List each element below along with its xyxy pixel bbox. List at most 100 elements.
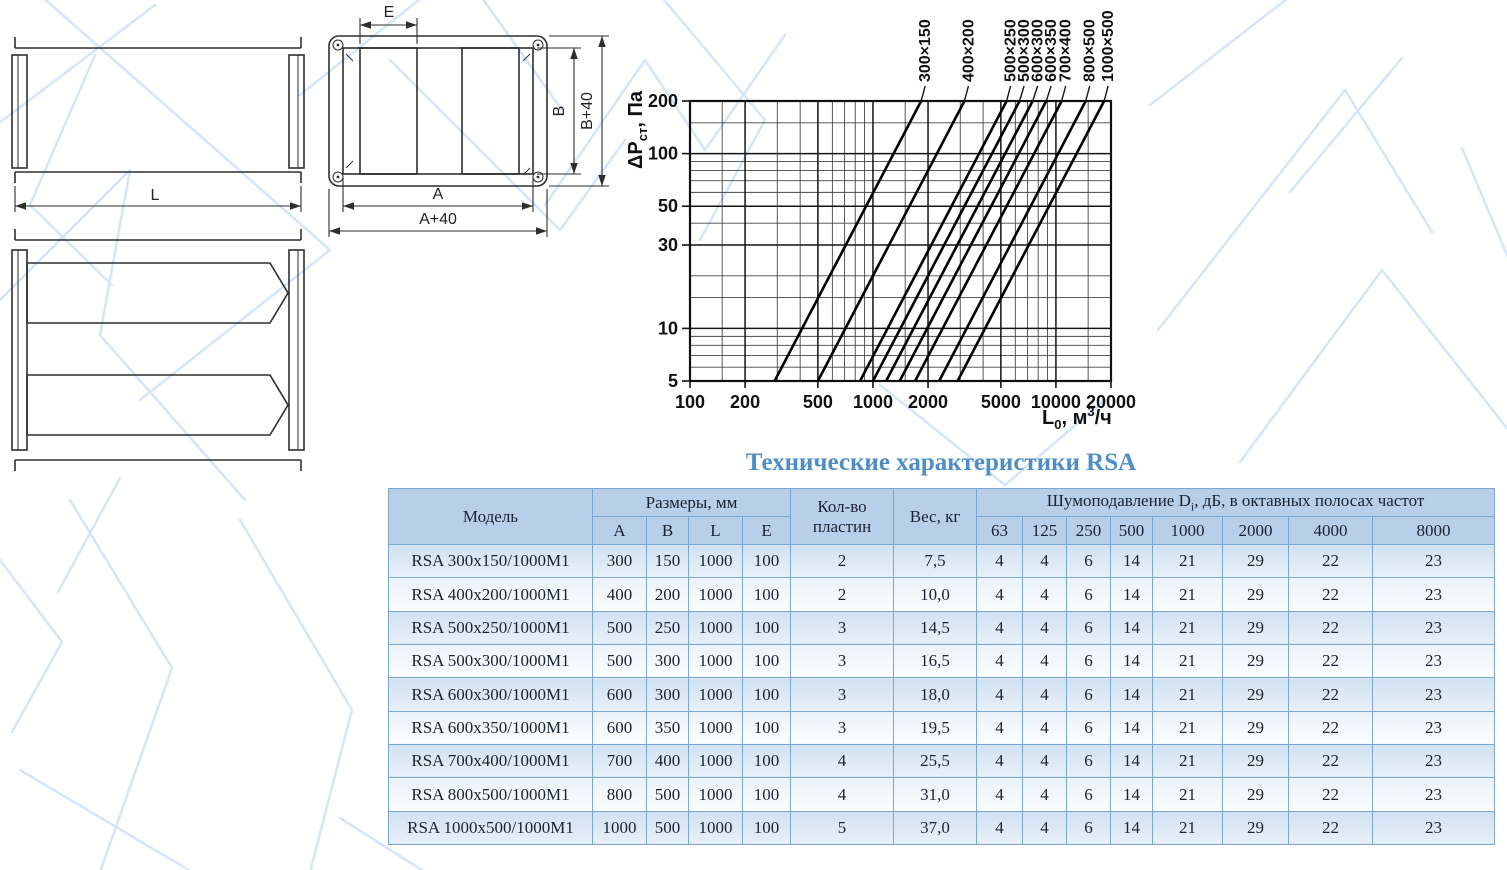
noise-header-subscript: i [1190,499,1195,514]
cell-a: 600 [592,710,647,745]
baffle-left [359,47,418,175]
cell-b: 300 [646,677,689,712]
casing-outline [15,239,301,461]
cell-db: 21 [1152,543,1224,579]
cell-a: 700 [592,743,647,779]
series-size-label: 800×500 [1082,19,1099,82]
cell-db: 4 [1022,643,1068,679]
cell-db: 22 [1288,743,1374,779]
cell-db: 29 [1222,777,1290,812]
table-row: RSA 600x300/1000M1 600 300 1000 100 3 18,0 4 4 6 1… [388,677,1496,712]
cell-db: 22 [1288,810,1374,846]
cell-db: 6 [1066,577,1112,612]
cell-db: 6 [1066,710,1112,745]
inner-opening [342,47,534,175]
cell-db: 6 [1066,777,1112,812]
y-tick-label: 200 [648,91,678,111]
cell-db: 29 [1222,577,1290,612]
table-row: RSA 1000x500/1000M1 1000 500 1000 100 5 37,0 4 4… [388,810,1496,846]
table-row: RSA 400x200/1000M1 400 200 1000 100 2 10,0 4 4 6 1… [388,577,1496,612]
cell-plates: 3 [790,610,895,645]
cell-b: 200 [646,577,689,612]
cell-b: 350 [646,710,689,745]
cell-model: RSA 600x300/1000M1 [388,677,593,712]
cell-db: 14 [1110,777,1154,812]
pressure-drop-chart: 100 200 500 1000 2000 5000 10000 20000 5 10 30 50 10… [625,10,1136,432]
series-size-label: 600×350 [1043,19,1060,82]
cell-weight: 14,5 [893,610,978,645]
watermark-line [1460,146,1507,259]
table-row: RSA 500x250/1000M1 500 250 1000 100 3 14,5 4 4 6 1… [388,610,1496,645]
cell-db: 6 [1066,743,1112,779]
cell-db: 14 [1110,677,1154,712]
cell-a: 1000 [592,810,647,846]
series-label-leader [1005,85,1012,102]
y-tick-label: 100 [648,144,678,164]
table-row: RSA 700x400/1000M1 700 400 1000 100 4 25,5 4 4 6 1… [388,743,1496,779]
bolt-hole-center [336,175,340,179]
dim-col-header: E [741,516,792,545]
series-line-600×350 [898,100,1048,382]
cell-model: RSA 600x350/1000M1 [388,710,593,745]
cell-db: 29 [1222,543,1290,579]
cell-a: 600 [592,677,647,712]
cell-db: 14 [1110,810,1154,846]
cell-db: 21 [1152,810,1224,846]
dim-label-b40: B+40 [579,92,596,130]
series-size-label: 1000×500 [1100,10,1117,82]
cell-db: 23 [1372,610,1496,645]
series-line-800×500 [937,100,1087,382]
cell-db: 4 [1022,610,1068,645]
cell-l: 1000 [688,577,743,612]
freq-col-header: 2000 [1222,516,1290,545]
left-flange [11,54,28,169]
cell-db: 21 [1152,710,1224,745]
series-line-300×150 [773,100,923,382]
table-row: RSA 600x350/1000M1 600 350 1000 100 3 19,5 4 4 6 1… [388,710,1496,745]
corner-marks [345,53,531,176]
cell-db: 14 [1110,710,1154,745]
cell-b: 400 [646,743,689,779]
cell-db: 4 [1022,777,1068,812]
watermark-line [1156,88,1434,332]
freq-col-header: 500 [1110,516,1154,545]
noise-header-text: , дБ, в октавных полосах частот [1194,490,1425,510]
cell-plates: 3 [790,677,895,712]
spec-table: Модель Размеры, мм Кол-во пластин Вес, к… [388,488,1496,846]
baffle-top [26,262,289,324]
cell-db: 4 [976,743,1024,779]
weight-header: Вес, кг [893,488,978,545]
flange-lips [14,229,302,471]
series-label-leader [1103,85,1109,102]
freq-col-header: 8000 [1372,516,1496,545]
cell-db: 6 [1066,643,1112,679]
cell-db: 21 [1152,643,1224,679]
cell-l: 1000 [688,810,743,846]
cell-db: 4 [976,610,1024,645]
bolt-hole [532,39,544,51]
cell-db: 4 [976,543,1024,579]
cell-db: 4 [976,643,1024,679]
cell-db: 6 [1066,543,1112,579]
cell-l: 1000 [688,643,743,679]
table-title: Технические характеристики RSA [745,449,1137,476]
cell-db: 4 [1022,710,1068,745]
cell-db: 23 [1372,643,1496,679]
cell-db: 23 [1372,743,1496,779]
cell-weight: 10,0 [893,577,978,612]
cell-db: 4 [976,677,1024,712]
series-line-700×400 [913,100,1063,382]
cell-b: 250 [646,610,689,645]
cell-plates: 4 [790,743,895,779]
cell-db: 6 [1066,810,1112,846]
freq-col-header: 250 [1066,516,1112,545]
cell-db: 4 [1022,677,1068,712]
cell-db: 29 [1222,810,1290,846]
cell-weight: 25,5 [893,743,978,779]
cell-db: 29 [1222,743,1290,779]
dim-col-header: A [592,516,647,545]
cell-plates: 3 [790,710,895,745]
cell-db: 6 [1066,610,1112,645]
cell-db: 23 [1372,577,1496,612]
watermark-line [238,518,354,870]
